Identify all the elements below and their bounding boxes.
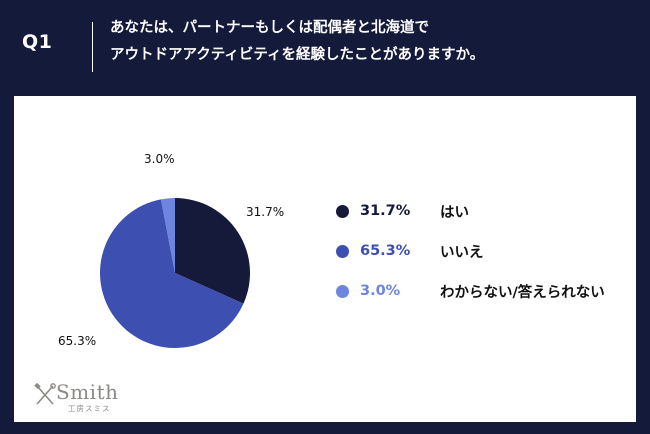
question-line-2: アウトドアアクティビティを経験したことがありますか。 xyxy=(110,47,485,63)
legend-label: いいえ xyxy=(440,244,484,261)
legend-label: わからない/答えられない xyxy=(440,284,605,301)
legend-swatch xyxy=(336,284,349,298)
question-number: Q1 xyxy=(22,31,53,53)
question-header: Q1 あなたは、パートナーもしくは配偶者と北海道で アウトドアアクティビティを経… xyxy=(0,0,650,94)
legend-value: 31.7% xyxy=(360,203,411,219)
pie-data-label: 65.3% xyxy=(58,334,96,348)
logo-wordmark: Smith xyxy=(56,380,119,404)
smith-logo: Smith 工房スミス xyxy=(34,380,154,420)
header-divider xyxy=(92,22,93,72)
chart-panel: 31.7% 65.3% 3.0% 31.7% はい 65.3% いいえ 3.0% わ… xyxy=(14,96,636,422)
legend-item-no: 65.3% いいえ xyxy=(336,240,626,262)
legend-swatch xyxy=(336,204,349,218)
legend-value: 3.0% xyxy=(360,283,401,299)
pie-slice-unknown xyxy=(160,198,175,273)
legend-item-unknown: 3.0% わからない/答えられない xyxy=(336,280,626,302)
question-line-1: あなたは、パートナーもしくは配偶者と北海道で xyxy=(110,20,429,36)
pie-chart: 31.7% 65.3% 3.0% xyxy=(58,152,284,348)
pie-data-label: 31.7% xyxy=(246,205,284,219)
crossed-tools-icon xyxy=(34,383,56,405)
legend-item-yes: 31.7% はい xyxy=(336,200,626,222)
legend-value: 65.3% xyxy=(360,243,411,259)
question-text: あなたは、パートナーもしくは配偶者と北海道で アウトドアアクティビティを経験した… xyxy=(110,15,630,69)
pie-slice-yes xyxy=(175,198,251,304)
logo-subtitle: 工房スミス xyxy=(68,404,111,413)
legend-swatch xyxy=(336,244,349,258)
pie-data-label: 3.0% xyxy=(144,152,175,166)
chart-legend: 31.7% はい 65.3% いいえ 3.0% わからない/答えられない xyxy=(336,200,626,320)
legend-label: はい xyxy=(440,204,469,221)
pie-slice-no xyxy=(100,199,244,348)
